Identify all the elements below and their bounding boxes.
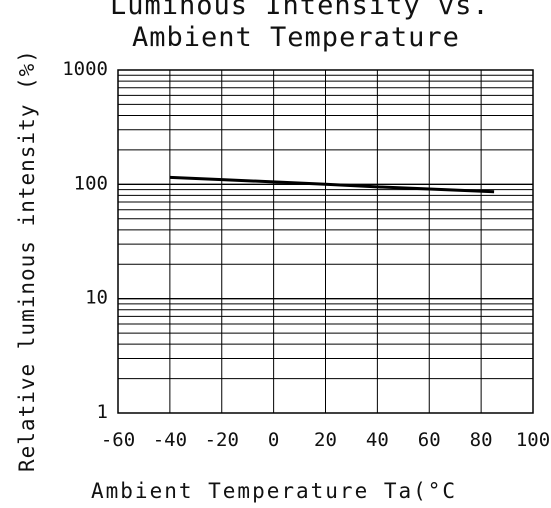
x-axis-label: Ambient Temperature Ta(°C [91, 479, 457, 503]
x-tick-label: -20 [205, 429, 239, 451]
series-line [169, 175, 495, 194]
x-tick-labels: -60 -40 -20 0 20 40 60 80 100 [101, 429, 550, 451]
x-tick-label: 80 [470, 429, 493, 451]
plot-area-frame [117, 69, 534, 414]
x-tick-label: 60 [418, 429, 441, 451]
x-tick-label: -40 [153, 429, 187, 451]
chart-title-line-1: Luminous Intensity vs. [110, 0, 490, 21]
y-tick-labels: 1000 100 10 1 [62, 58, 108, 423]
y-tick-label: 1000 [62, 58, 108, 80]
chart-title-line-2: Ambient Temperature [132, 22, 460, 53]
x-tick-label: 20 [314, 429, 337, 451]
grid [118, 70, 533, 413]
x-tick-label: -60 [101, 429, 135, 451]
chart-title: Luminous Intensity vs. Ambient Temperatu… [110, 0, 490, 53]
x-tick-label: 0 [268, 429, 279, 451]
x-tick-label: 100 [516, 429, 550, 451]
y-tick-label: 100 [74, 172, 108, 194]
plot-border [117, 69, 534, 414]
x-tick-label: 40 [366, 429, 389, 451]
y-tick-label: 10 [85, 287, 108, 309]
y-axis-label: Relative luminous intensity (%) [15, 49, 39, 472]
y-tick-label: 1 [97, 401, 108, 423]
series-lines [169, 175, 495, 194]
